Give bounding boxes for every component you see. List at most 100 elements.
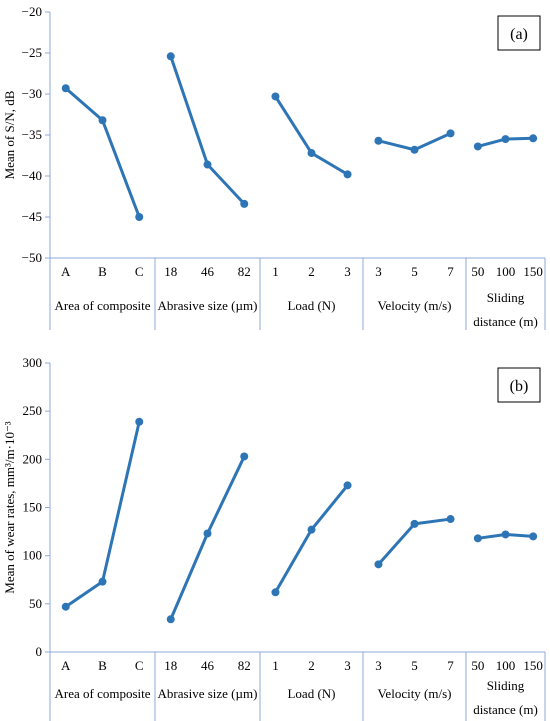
data-point [166, 52, 175, 61]
series-line-3 [274, 484, 349, 594]
data-point [501, 135, 510, 144]
category-label: A [61, 264, 71, 279]
category-label: B [98, 264, 107, 279]
data-point [271, 92, 280, 101]
group-label-line1: Sliding [487, 678, 525, 693]
y-tick-label: 150 [23, 500, 43, 515]
group-label: Area of composite [54, 686, 150, 701]
category-label: 18 [164, 658, 177, 673]
y-axis-label: Mean of S/N, dB [2, 90, 17, 179]
category-label: 2 [308, 264, 315, 279]
data-point [374, 136, 383, 145]
data-point [473, 142, 482, 151]
category-label: A [61, 658, 71, 673]
category-label: B [98, 658, 107, 673]
category-label: 150 [523, 264, 543, 279]
data-point [307, 149, 316, 158]
data-point [343, 170, 352, 179]
series-line-2 [169, 455, 246, 620]
category-label: 3 [375, 658, 382, 673]
data-point [410, 519, 419, 528]
category-label: 150 [523, 658, 543, 673]
data-point [135, 417, 144, 426]
group-label-line2: distance (m) [473, 702, 538, 717]
data-point [240, 452, 249, 461]
data-point [98, 116, 107, 125]
data-point [61, 84, 70, 93]
category-label: 82 [238, 264, 251, 279]
category-label: 5 [411, 264, 418, 279]
category-label: 46 [201, 264, 215, 279]
panel-label-box [497, 367, 541, 403]
data-point [473, 534, 482, 543]
y-tick-label: −40 [22, 168, 42, 183]
y-tick-label: −45 [22, 209, 42, 224]
y-tick-label: −20 [22, 4, 42, 19]
group-label: Velocity (m/s) [377, 686, 451, 701]
data-point [501, 530, 510, 539]
data-point [203, 529, 212, 538]
data-point [343, 481, 352, 490]
category-label: 100 [496, 264, 516, 279]
category-label: 18 [164, 264, 177, 279]
data-point [307, 525, 316, 534]
category-label: C [135, 264, 144, 279]
category-label: 1 [272, 264, 279, 279]
data-point [529, 134, 538, 143]
data-point [446, 129, 455, 138]
group-label-line1: Sliding [487, 290, 525, 305]
category-label: 50 [471, 658, 484, 673]
category-label: C [135, 658, 144, 673]
group-label: Abrasive size (µm) [158, 686, 258, 701]
category-label: 100 [496, 658, 516, 673]
category-label: 82 [238, 658, 251, 673]
y-tick-label: 0 [36, 644, 43, 659]
group-label: Abrasive size (µm) [158, 298, 258, 313]
data-point [61, 602, 70, 611]
y-tick-label: 300 [23, 355, 43, 370]
panel-label: (b) [510, 378, 529, 395]
group-label-line2: distance (m) [473, 314, 538, 329]
category-label: 2 [308, 658, 315, 673]
data-point [203, 160, 212, 169]
y-tick-label: −25 [22, 45, 42, 60]
category-label: 5 [411, 658, 418, 673]
data-point [135, 213, 144, 221]
category-label: 3 [344, 658, 351, 673]
y-tick-label: 250 [23, 403, 43, 418]
data-point [271, 588, 280, 597]
category-label: 1 [272, 658, 279, 673]
group-label: Load (N) [287, 686, 335, 701]
category-label: 7 [447, 264, 454, 279]
group-label: Load (N) [287, 298, 335, 313]
category-label: 3 [375, 264, 382, 279]
series-line-2 [169, 55, 246, 205]
data-point [240, 199, 249, 208]
data-point [446, 515, 455, 524]
category-label: 7 [447, 658, 454, 673]
data-point [166, 615, 175, 624]
data-point [98, 577, 107, 586]
data-point [410, 145, 419, 154]
panel-a: −20 −25 −30 −35 −40 −45 −50 Mean of S/N, dB A B C A… [2, 4, 546, 330]
panel-label-box [497, 15, 541, 51]
panel-label: (a) [510, 26, 528, 43]
y-tick-label: 100 [23, 548, 43, 563]
y-tick-label: −35 [22, 127, 42, 142]
category-label: 46 [201, 658, 215, 673]
y-axis-label: Mean of wear rates, mm³/m·10⁻³ [2, 421, 17, 594]
group-label: Velocity (m/s) [377, 298, 451, 313]
y-tick-label: 50 [29, 596, 42, 611]
data-point [529, 532, 538, 541]
y-tick-label: −50 [22, 250, 42, 265]
category-label: 50 [471, 264, 484, 279]
data-point [374, 560, 383, 569]
y-tick-label: −30 [22, 86, 42, 101]
category-label: 3 [344, 264, 351, 279]
group-label: Area of composite [54, 298, 150, 313]
series-line-3 [274, 95, 349, 176]
y-tick-label: 200 [23, 451, 43, 466]
series-line-1 [64, 87, 141, 218]
